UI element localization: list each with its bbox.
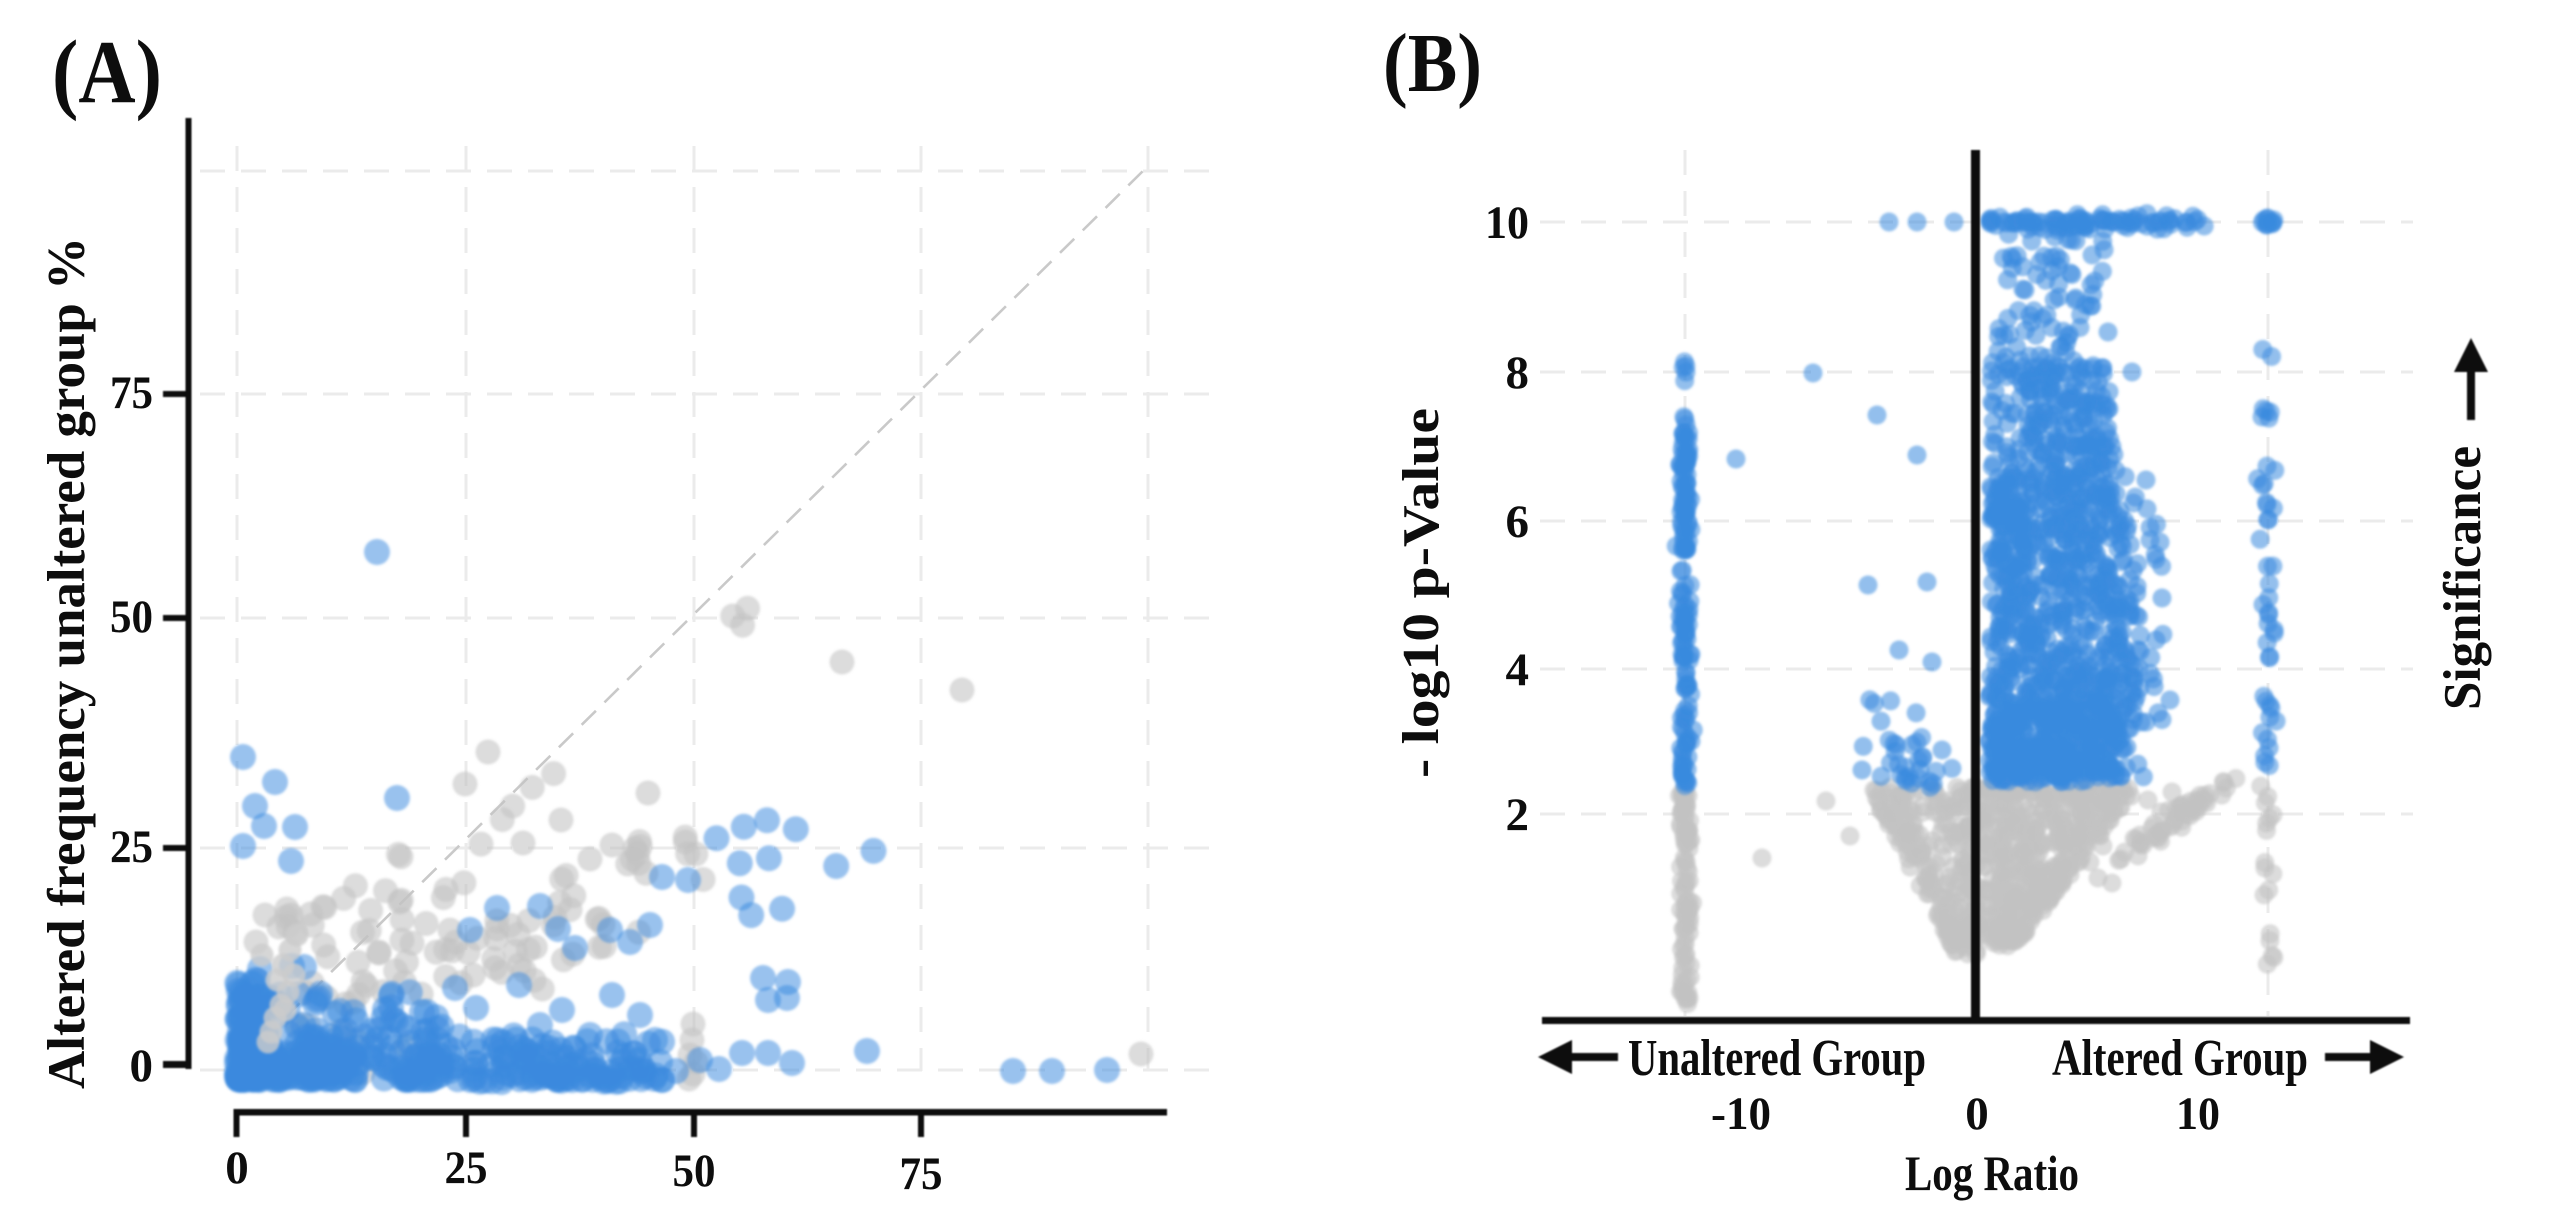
svg-text:Significance: Significance	[2434, 446, 2492, 710]
svg-text:Altered Group: Altered Group	[2052, 1030, 2308, 1087]
svg-text:(B): (B)	[1383, 17, 1482, 110]
svg-text:2: 2	[1506, 789, 1530, 841]
svg-text:75: 75	[900, 1148, 943, 1200]
svg-text:50: 50	[110, 591, 153, 643]
svg-text:Altered frequency unaltered gr: Altered frequency unaltered group %	[38, 237, 96, 1089]
svg-text:0: 0	[130, 1040, 154, 1092]
svg-text:-10: -10	[1711, 1088, 1771, 1140]
svg-text:8: 8	[1506, 347, 1530, 399]
svg-text:0: 0	[1965, 1088, 1989, 1140]
svg-text:10: 10	[1485, 197, 1529, 249]
svg-text:25: 25	[445, 1142, 488, 1194]
svg-text:- log10 p-Value: - log10 p-Value	[1393, 408, 1450, 778]
svg-text:6: 6	[1506, 496, 1530, 548]
svg-text:10: 10	[2176, 1088, 2220, 1140]
svg-text:75: 75	[110, 367, 153, 419]
svg-text:4: 4	[1506, 644, 1530, 696]
svg-text:25: 25	[110, 821, 153, 873]
svg-text:50: 50	[673, 1145, 716, 1197]
svg-text:Log Ratio: Log Ratio	[1905, 1145, 2079, 1201]
svg-text:Unaltered Group: Unaltered Group	[1628, 1030, 1926, 1087]
svg-text:0: 0	[225, 1142, 249, 1194]
svg-text:(A): (A)	[52, 23, 162, 122]
